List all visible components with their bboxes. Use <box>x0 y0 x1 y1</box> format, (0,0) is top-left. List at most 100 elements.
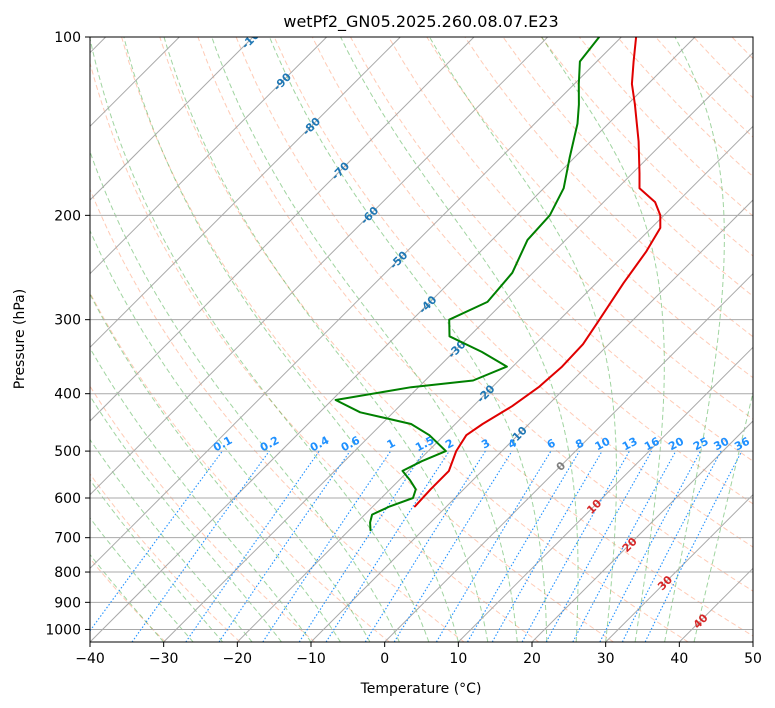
isotherm-line <box>90 37 696 642</box>
mixing-ratio-label: 36 <box>732 435 752 454</box>
dry-adiabat-line <box>578 37 753 217</box>
mixing-ratio-line <box>435 450 552 642</box>
isotherm-label: -90 <box>271 70 294 93</box>
isotherm-line <box>531 420 753 642</box>
mixing-ratio-label: 25 <box>691 435 711 454</box>
moist-adiabat-line <box>693 390 753 642</box>
temperature-trace <box>413 37 662 508</box>
x-tick-label: −40 <box>75 651 105 667</box>
isotherm-line <box>457 346 753 642</box>
dry-adiabat-line <box>350 37 753 462</box>
dry-adiabat-line <box>311 37 753 505</box>
isotherm-line <box>90 37 622 570</box>
mixing-ratio-line <box>467 450 580 642</box>
dry-adiabat-line <box>502 37 753 297</box>
x-tick-label: 20 <box>523 651 541 667</box>
plot-frame <box>89 36 754 643</box>
isotherm-label: 0 <box>554 459 569 474</box>
dry-adiabats <box>90 37 775 642</box>
x-tick-label: −30 <box>149 651 179 667</box>
x-tick-label: −10 <box>296 651 326 667</box>
dry-adiabat-line <box>90 188 465 642</box>
isotherm-line <box>310 199 753 642</box>
dry-adiabat-line <box>90 61 540 642</box>
isotherm-line <box>678 567 753 642</box>
moist-adiabat-line <box>90 150 400 642</box>
x-tick-label: −20 <box>223 651 253 667</box>
mixing-ratio-line <box>298 450 425 642</box>
isotherm-line <box>384 272 753 642</box>
dry-adiabat-line <box>273 37 753 548</box>
y-tick-label: 900 <box>54 595 81 611</box>
mixing-ratio-line <box>131 450 270 642</box>
mixing-ratio-lines <box>90 450 743 642</box>
x-tick-label: 30 <box>597 651 615 667</box>
y-tick-label: 1000 <box>45 622 81 638</box>
mixing-ratio-line <box>621 450 722 642</box>
mixing-ratio-line <box>572 450 677 642</box>
moist-adiabat-line <box>429 37 617 642</box>
mixing-ratio-label: 10 <box>593 434 613 453</box>
dry-adiabat-line <box>655 37 753 138</box>
x-axis-label: Temperature (°C) <box>360 681 482 697</box>
isotherm-line <box>90 37 328 275</box>
plot-area: -100-90-80-70-60-50-40-30-20-10010203040… <box>90 37 775 642</box>
dry-adiabat-line <box>388 37 753 420</box>
mixing-ratio-line <box>393 450 513 642</box>
isotherms <box>90 37 753 642</box>
y-tick-label: 200 <box>54 208 81 224</box>
sounding-traces <box>334 37 662 532</box>
y-tick-label: 800 <box>54 565 81 581</box>
isotherm-line <box>236 125 753 642</box>
y-tick-label: 500 <box>54 444 81 460</box>
mixing-ratio-line <box>644 450 743 642</box>
mixing-ratio-label: 13 <box>620 435 640 454</box>
mixing-ratio-line <box>325 450 450 642</box>
x-tick-label: 40 <box>670 651 688 667</box>
moist-adiabat-line <box>90 479 223 642</box>
mixing-ratio-label: 8 <box>573 436 586 451</box>
isotherm-label: -80 <box>300 115 323 138</box>
moist-adiabat-line <box>90 517 194 642</box>
moist-adiabat-line <box>541 37 665 642</box>
mixing-ratio-line <box>545 450 653 642</box>
dry-adiabat-line <box>90 385 316 642</box>
moist-adiabat-line <box>90 438 253 642</box>
chart-title: wetPf2_GN05.2025.260.08.07.E23 <box>283 12 558 32</box>
isobars <box>90 214 753 630</box>
y-tick-label: 700 <box>54 531 81 547</box>
y-axis-label: Pressure (hPa) <box>12 289 28 389</box>
moist-adiabat-line <box>90 229 371 642</box>
x-tick-label: 0 <box>380 651 389 667</box>
isotherm-line <box>605 493 753 642</box>
isotherm-line <box>90 37 475 422</box>
isotherm-line <box>90 37 254 201</box>
moist-adiabat-line <box>90 37 430 642</box>
mixing-ratio-line <box>521 450 630 642</box>
moist-adiabat-line <box>211 37 518 642</box>
mixing-ratio-line <box>185 450 320 642</box>
mixing-ratio-label: 1 <box>385 436 398 451</box>
dry-adiabat-line <box>90 473 241 642</box>
x-axis-ticks: −40 −30 −20 −10 0 10 20 30 40 50 <box>75 642 762 667</box>
y-tick-label: 100 <box>54 30 81 46</box>
x-tick-label: 50 <box>744 651 762 667</box>
isotherm-label: 10 <box>584 497 604 517</box>
moist-adiabat-line <box>90 347 312 642</box>
mixing-ratio-line <box>599 450 701 642</box>
y-tick-label: 600 <box>54 491 81 507</box>
mixing-ratio-line <box>90 450 223 632</box>
mixing-ratio-line <box>218 450 351 642</box>
dry-adiabat-line <box>197 37 753 637</box>
y-axis-ticks: 1000 900 800 700 600 500 400 300 200 100 <box>45 30 90 638</box>
moist-adiabat-line <box>123 37 459 642</box>
dry-adiabat-line <box>770 37 775 642</box>
moist-adiabat-line <box>340 37 579 642</box>
isotherm-label: -50 <box>387 248 410 271</box>
mixing-ratio-line <box>262 450 392 642</box>
y-tick-label: 300 <box>54 313 81 329</box>
moist-adiabat-line <box>269 37 548 642</box>
dry-adiabat-line <box>159 37 689 642</box>
x-tick-label: 10 <box>449 651 467 667</box>
